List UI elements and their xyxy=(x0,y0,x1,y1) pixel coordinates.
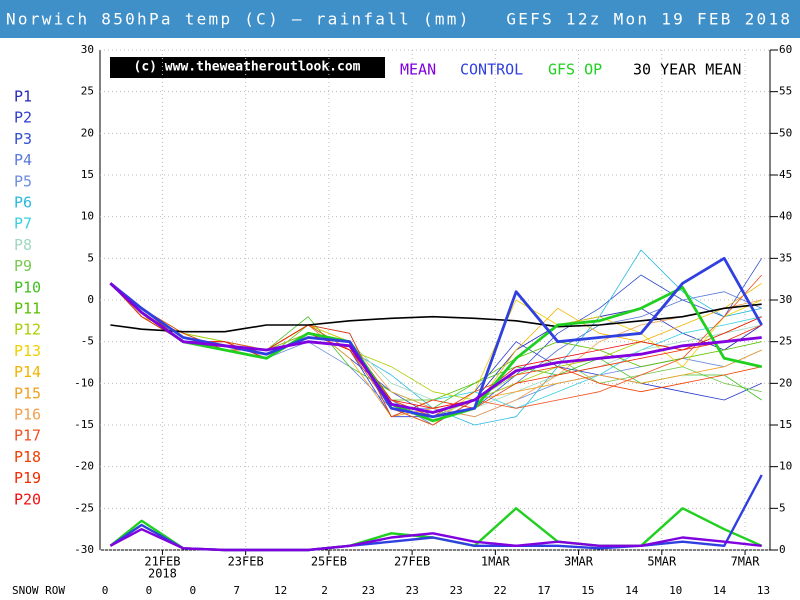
legend-entry: P15 xyxy=(14,384,41,402)
snow-row-label: SNOW ROW xyxy=(12,584,65,597)
copyright: (c) www.theweatheroutlook.com xyxy=(134,60,361,75)
y-tick-label: -30 xyxy=(74,543,94,556)
member-temp-line xyxy=(110,258,763,418)
legend-entry: P13 xyxy=(14,342,41,360)
legend-entry: P2 xyxy=(14,109,32,127)
x-year-label: 2018 xyxy=(148,567,177,581)
snow-row-value: 14 xyxy=(713,584,727,597)
snow-row-value: 0 xyxy=(146,584,153,597)
y-tick-label: 30 xyxy=(81,43,94,56)
y-tick-label: 25 xyxy=(81,85,94,98)
legend-entry: GFS OP xyxy=(548,61,602,79)
rain-line xyxy=(109,528,762,552)
y2-tick-label: 15 xyxy=(779,418,792,431)
y-tick-label: 10 xyxy=(81,210,94,223)
y-tick-label: 5 xyxy=(87,251,94,264)
y-tick-label: -20 xyxy=(74,460,94,473)
x-tick-label: 23FEB xyxy=(228,555,264,569)
snow-row-value: 15 xyxy=(581,584,594,597)
y2-tick-label: 20 xyxy=(779,376,792,389)
snow-row-value: 22 xyxy=(493,584,506,597)
snow-row-value: 23 xyxy=(362,584,375,597)
legend-entry: P19 xyxy=(14,469,41,487)
legend-entry: MEAN xyxy=(400,61,436,79)
y2-tick-label: 35 xyxy=(779,251,792,264)
y-tick-label: -25 xyxy=(74,501,94,514)
temp-line xyxy=(110,303,762,333)
snow-row-value: 0 xyxy=(189,584,196,597)
snow-row-value: 14 xyxy=(625,584,639,597)
y2-tick-label: 45 xyxy=(779,168,792,181)
y2-tick-label: 5 xyxy=(779,501,786,514)
y2-tick-label: 40 xyxy=(779,210,792,223)
legend-entry: P7 xyxy=(14,215,32,233)
x-tick-label: 5MAR xyxy=(647,555,677,569)
snow-row-value: 23 xyxy=(406,584,419,597)
snow-row-value: 13 xyxy=(757,584,770,597)
y2-tick-label: 50 xyxy=(779,126,792,139)
legend-entry: P10 xyxy=(14,278,41,296)
y-tick-label: -15 xyxy=(74,418,94,431)
copyright-box xyxy=(110,57,385,78)
snow-row-value: 10 xyxy=(669,584,682,597)
legend-entry: P8 xyxy=(14,236,32,254)
x-tick-label: 3MAR xyxy=(564,555,594,569)
legend-entry: P20 xyxy=(14,490,41,508)
legend-entry: P18 xyxy=(14,448,41,466)
legend-entry: P12 xyxy=(14,321,41,339)
y-tick-label: -10 xyxy=(74,376,94,389)
snow-row-value: 0 xyxy=(102,584,109,597)
legend-entry: P11 xyxy=(14,300,41,318)
legend-entry: P17 xyxy=(14,427,41,445)
y2-tick-label: 0 xyxy=(779,543,786,556)
snow-row-value: 7 xyxy=(233,584,240,597)
snow-row-value: 23 xyxy=(450,584,463,597)
y2-tick-label: 30 xyxy=(779,293,792,306)
temp-line xyxy=(109,256,763,419)
legend-entry: P6 xyxy=(14,194,32,212)
legend-entry: 30 YEAR MEAN xyxy=(633,61,741,79)
x-tick-label: 1MAR xyxy=(481,555,511,569)
y-tick-label: -5 xyxy=(81,335,94,348)
legend-entry: P3 xyxy=(14,130,32,148)
rain-line xyxy=(109,474,763,552)
snow-row-value: 17 xyxy=(537,584,550,597)
snow-row-value: 12 xyxy=(274,584,287,597)
header-bar xyxy=(0,0,800,38)
y2-tick-label: 60 xyxy=(779,43,792,56)
y2-tick-label: 55 xyxy=(779,85,792,98)
y-tick-label: 15 xyxy=(81,168,94,181)
legend-entry: P5 xyxy=(14,172,32,190)
x-tick-label: 27FEB xyxy=(394,555,430,569)
x-tick-label: 25FEB xyxy=(311,555,347,569)
y-tick-label: 0 xyxy=(87,293,94,306)
legend-entry: P14 xyxy=(14,363,41,381)
legend-entry: CONTROL xyxy=(460,61,523,79)
x-tick-label: 21FEB xyxy=(144,555,180,569)
legend-entry: P9 xyxy=(14,257,32,275)
snow-row-value: 2 xyxy=(321,584,328,597)
legend-entry: P16 xyxy=(14,406,41,424)
y2-tick-label: 10 xyxy=(779,460,792,473)
y-tick-label: 20 xyxy=(81,126,94,139)
legend-entry: P4 xyxy=(14,151,32,169)
temp-line xyxy=(109,282,763,423)
y2-tick-label: 25 xyxy=(779,335,792,348)
x-tick-label: 7MAR xyxy=(731,555,761,569)
temp-line xyxy=(109,282,762,414)
legend-entry: P1 xyxy=(14,88,32,106)
